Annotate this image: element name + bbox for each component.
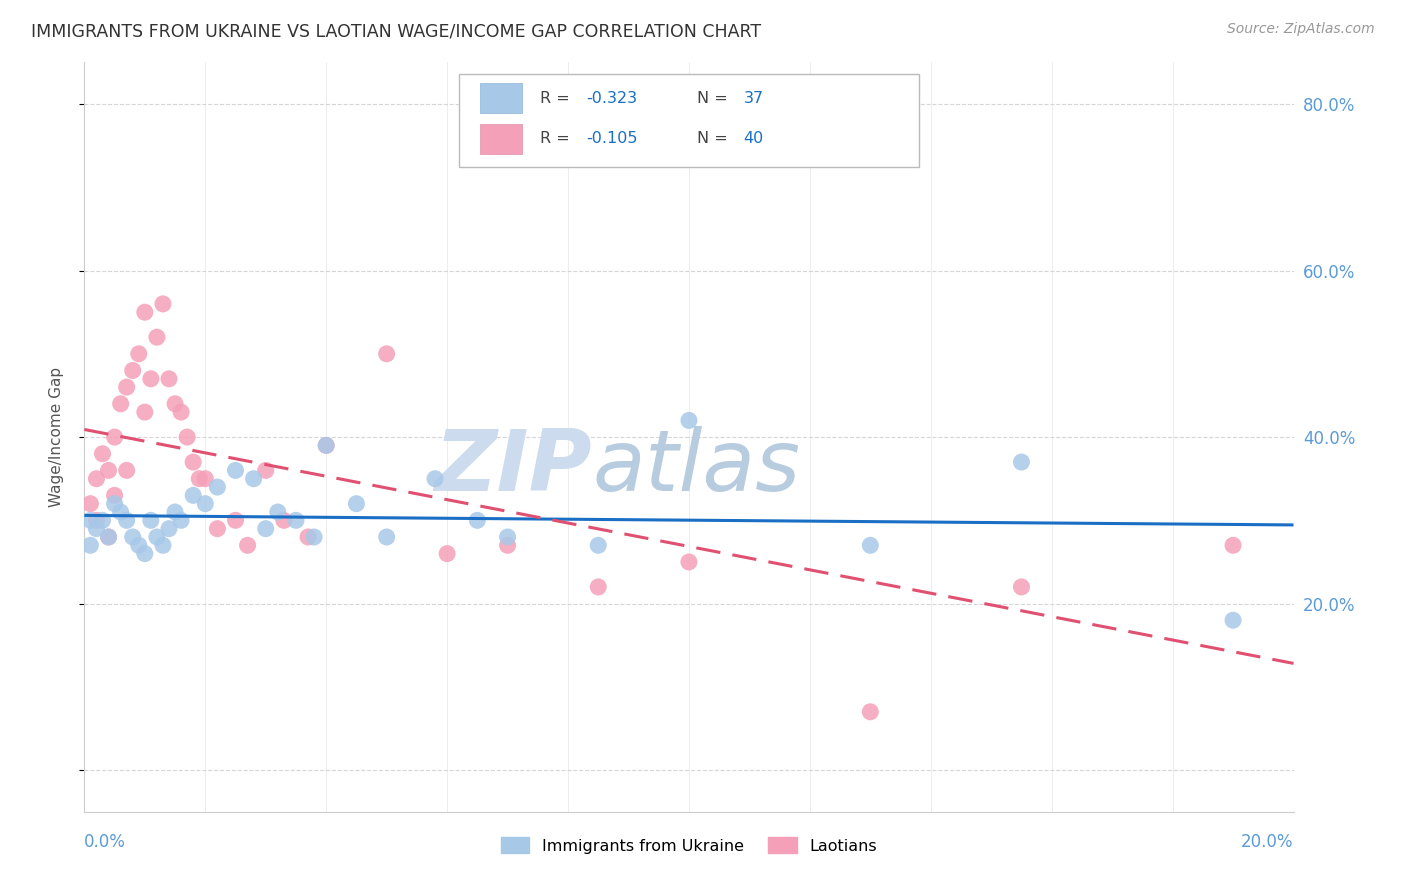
Text: IMMIGRANTS FROM UKRAINE VS LAOTIAN WAGE/INCOME GAP CORRELATION CHART: IMMIGRANTS FROM UKRAINE VS LAOTIAN WAGE/…: [31, 22, 761, 40]
Point: [496, 538, 519, 552]
Point: [86, 522, 108, 536]
Text: N =: N =: [697, 131, 734, 146]
Text: 0.0%: 0.0%: [84, 832, 127, 851]
Point: [181, 488, 204, 502]
Point: [165, 397, 187, 411]
Point: [97, 530, 120, 544]
Text: R =: R =: [540, 131, 575, 146]
Point: [104, 488, 127, 502]
Point: [86, 472, 108, 486]
Point: [297, 530, 319, 544]
Point: [170, 405, 193, 419]
Point: [467, 513, 489, 527]
Point: [91, 513, 114, 527]
Point: [91, 447, 114, 461]
Point: [375, 530, 398, 544]
Point: [110, 397, 132, 411]
Text: R =: R =: [540, 91, 575, 106]
Text: ZIP: ZIP: [434, 425, 592, 508]
Point: [121, 363, 143, 377]
Point: [496, 530, 519, 544]
Point: [302, 530, 325, 544]
Point: [423, 472, 446, 486]
Legend: Immigrants from Ukraine, Laotians: Immigrants from Ukraine, Laotians: [495, 830, 883, 860]
Point: [273, 513, 295, 527]
Point: [375, 347, 398, 361]
Point: [134, 405, 156, 419]
Point: [79, 513, 101, 527]
Point: [115, 380, 138, 394]
Point: [207, 480, 229, 494]
Point: [225, 513, 247, 527]
Point: [139, 372, 162, 386]
Point: [346, 497, 368, 511]
Point: [1011, 455, 1033, 469]
Point: [242, 472, 264, 486]
Point: [285, 513, 308, 527]
Point: [225, 463, 247, 477]
Point: [254, 522, 277, 536]
Point: [152, 538, 174, 552]
Point: [315, 438, 337, 452]
Point: [588, 580, 610, 594]
Text: atlas: atlas: [592, 425, 800, 508]
Point: [128, 538, 150, 552]
Text: -0.105: -0.105: [586, 131, 638, 146]
Point: [157, 522, 180, 536]
Point: [97, 463, 120, 477]
Point: [859, 705, 882, 719]
Point: [152, 297, 174, 311]
Point: [678, 413, 700, 427]
Text: -0.323: -0.323: [586, 91, 637, 106]
FancyBboxPatch shape: [460, 74, 918, 168]
Text: Source: ZipAtlas.com: Source: ZipAtlas.com: [1227, 22, 1375, 37]
Point: [194, 497, 217, 511]
Point: [315, 438, 337, 452]
Point: [79, 538, 101, 552]
Point: [181, 455, 204, 469]
Point: [267, 505, 290, 519]
Point: [115, 463, 138, 477]
Point: [121, 530, 143, 544]
Point: [588, 538, 610, 552]
Point: [157, 372, 180, 386]
Text: 20.0%: 20.0%: [1241, 832, 1294, 851]
Point: [134, 547, 156, 561]
Point: [134, 305, 156, 319]
Point: [1222, 538, 1244, 552]
Point: [86, 513, 108, 527]
FancyBboxPatch shape: [479, 84, 522, 113]
Point: [79, 497, 101, 511]
Text: 40: 40: [744, 131, 763, 146]
Point: [207, 522, 229, 536]
Point: [128, 347, 150, 361]
Point: [194, 472, 217, 486]
Point: [139, 513, 162, 527]
Text: N =: N =: [697, 91, 734, 106]
Point: [1011, 580, 1033, 594]
Point: [254, 463, 277, 477]
FancyBboxPatch shape: [479, 124, 522, 153]
Point: [110, 505, 132, 519]
Point: [104, 430, 127, 444]
Text: 37: 37: [744, 91, 763, 106]
Point: [146, 330, 169, 344]
Point: [146, 530, 169, 544]
Point: [104, 497, 127, 511]
Y-axis label: Wage/Income Gap: Wage/Income Gap: [49, 367, 63, 508]
Point: [115, 513, 138, 527]
Point: [236, 538, 259, 552]
Point: [1222, 613, 1244, 627]
Point: [859, 538, 882, 552]
Point: [165, 505, 187, 519]
Point: [188, 472, 211, 486]
Point: [170, 513, 193, 527]
Point: [436, 547, 458, 561]
Point: [97, 530, 120, 544]
Point: [678, 555, 700, 569]
Point: [176, 430, 198, 444]
